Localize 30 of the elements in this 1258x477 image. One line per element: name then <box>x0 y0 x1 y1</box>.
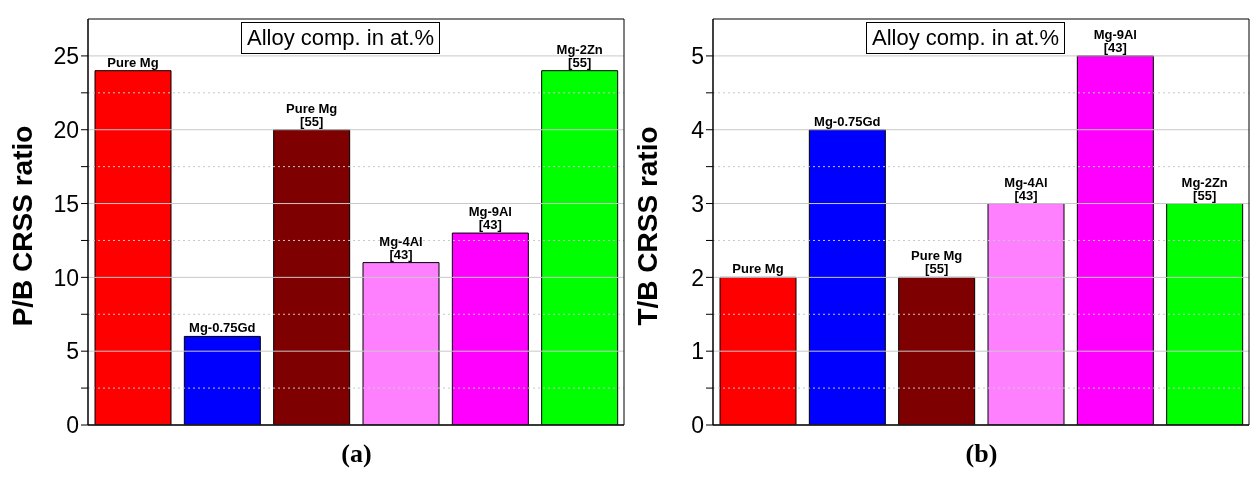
category-label: Mg-9Al [43] <box>468 204 513 233</box>
y-tick-label: 4 <box>691 116 705 143</box>
category-label: Mg-4Al [43] <box>379 233 423 262</box>
y-tick-label: 20 <box>53 116 79 143</box>
x-axis-title: (a) <box>340 439 373 469</box>
category-label: Pure Mg [55] <box>286 100 338 129</box>
annotation: Alloy comp. in at.% <box>865 22 1066 54</box>
category-label: Pure Mg <box>732 261 784 277</box>
y-tick-label: 25 <box>53 43 79 70</box>
category-label: Pure Mg [55] <box>911 248 963 277</box>
y-axis-title: P/B CRSS ratio <box>7 125 39 326</box>
y-tick-label: 2 <box>691 264 704 291</box>
y-tick-label: 0 <box>691 412 704 439</box>
category-label: Mg-0.75Gd <box>189 320 256 336</box>
y-tick-label: 0 <box>66 412 79 439</box>
category-label: Pure Mg <box>107 54 159 70</box>
x-axis-title: (b) <box>964 439 999 469</box>
y-tick-label: 15 <box>53 190 79 217</box>
category-label: Mg-0.75Gd <box>814 113 881 129</box>
y-tick-label: 5 <box>66 338 79 365</box>
category-label: Mg-2Zn [55] <box>556 41 603 70</box>
category-label: Mg-4Al [43] <box>1004 174 1048 203</box>
category-label: Mg-2Zn [55] <box>1181 174 1228 203</box>
annotation: Alloy comp. in at.% <box>240 22 441 54</box>
y-axis-title: T/B CRSS ratio <box>632 125 664 326</box>
y-tick-label: 3 <box>691 190 704 217</box>
y-tick-label: 10 <box>53 264 79 291</box>
y-tick-label: 1 <box>691 338 704 365</box>
category-label: Mg-9Al [43] <box>1093 26 1138 55</box>
y-tick-label: 5 <box>691 43 704 70</box>
